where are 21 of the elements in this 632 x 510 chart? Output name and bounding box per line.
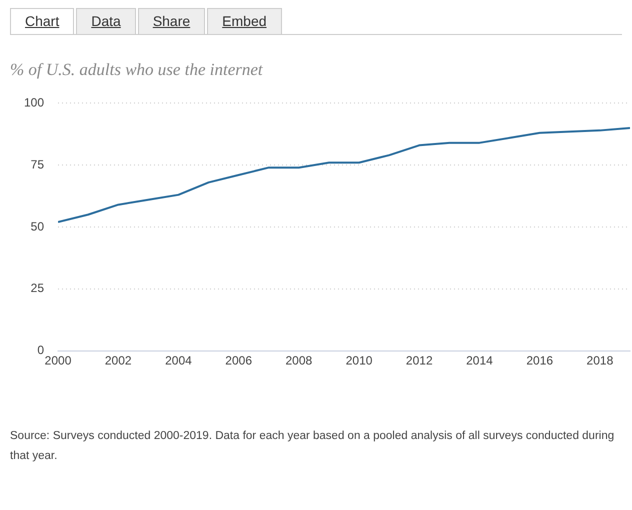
y-tick-label: 25 [30, 281, 44, 296]
x-tick-label: 2012 [406, 353, 433, 368]
y-tick-label: 0 [37, 343, 44, 358]
x-tick-label: 2018 [586, 353, 614, 368]
text: Share [138, 8, 206, 34]
y-tick-label: 75 [30, 157, 44, 172]
x-tick-label: 2002 [104, 353, 132, 368]
source-note: Source: Surveys conducted 2000-2019. Data for each year based on a pooled analysis of all surveys conducted during that year. [10, 429, 616, 464]
y-tick-label: 100 [24, 96, 44, 110]
x-tick-label: 2016 [526, 353, 554, 368]
text: Chart [10, 8, 74, 34]
y-tick-label: 50 [30, 219, 44, 234]
x-tick-label: 2014 [466, 353, 494, 368]
chart-title: % of U.S. adults who use the internet [10, 60, 263, 80]
x-tick-label: 2000 [44, 353, 72, 368]
x-tick-label: 2008 [286, 353, 313, 368]
x-tick-label: 2004 [165, 353, 192, 368]
x-tick-label: 2010 [346, 353, 373, 368]
text: Data [76, 8, 136, 34]
text: Embed [207, 8, 282, 34]
x-tick-label: 2006 [225, 353, 252, 368]
